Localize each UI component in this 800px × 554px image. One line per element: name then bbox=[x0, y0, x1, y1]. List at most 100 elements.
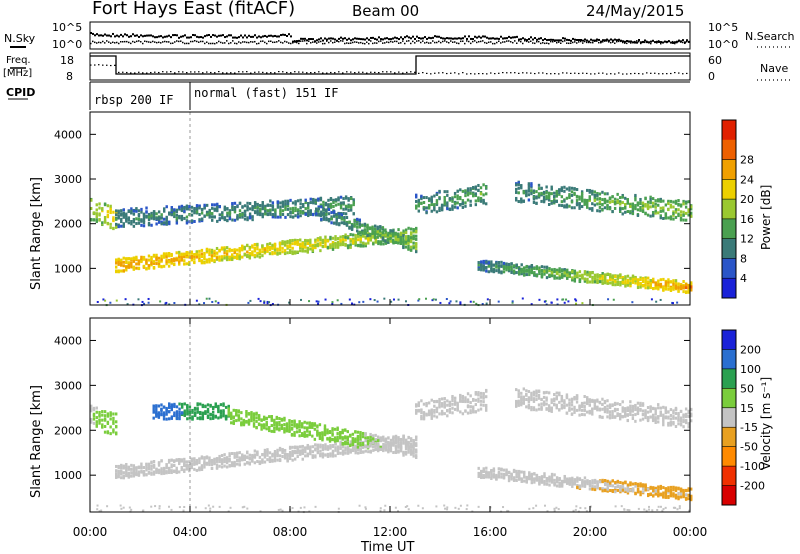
range-cell bbox=[601, 190, 604, 194]
noise-point bbox=[102, 34, 104, 37]
range-cell bbox=[613, 200, 617, 204]
range-cell bbox=[341, 428, 344, 432]
range-cell bbox=[126, 303, 129, 306]
range-cell bbox=[215, 466, 219, 470]
range-cell bbox=[246, 216, 249, 220]
noise-point bbox=[592, 39, 594, 42]
range-cell bbox=[188, 410, 192, 414]
range-cell bbox=[208, 459, 211, 463]
range-cell bbox=[135, 209, 138, 213]
range-cell bbox=[200, 465, 204, 469]
range-cell bbox=[132, 259, 136, 263]
range-cell bbox=[662, 209, 665, 213]
range-cell bbox=[210, 258, 214, 262]
range-cell bbox=[253, 249, 257, 253]
range-cell bbox=[364, 432, 367, 436]
range-cell bbox=[612, 298, 615, 301]
range-cell bbox=[152, 407, 155, 411]
range-cell bbox=[392, 298, 395, 301]
range-cell bbox=[613, 197, 617, 201]
range-cell bbox=[200, 464, 204, 468]
range-cell bbox=[188, 260, 191, 264]
range-cell bbox=[201, 414, 205, 418]
range-cell bbox=[487, 264, 491, 268]
range-cell bbox=[451, 197, 454, 201]
range-cell bbox=[326, 246, 330, 250]
range-cell bbox=[206, 403, 210, 407]
range-cell bbox=[224, 417, 228, 421]
range-cell bbox=[344, 446, 347, 450]
range-cell bbox=[626, 210, 629, 214]
range-cell bbox=[644, 196, 647, 200]
range-cell bbox=[469, 191, 472, 195]
search-noise-point bbox=[210, 42, 212, 45]
range-cell bbox=[570, 186, 574, 190]
range-cell bbox=[236, 455, 239, 459]
range-cell bbox=[284, 199, 287, 203]
noise-point bbox=[440, 36, 442, 39]
range-cell bbox=[210, 256, 214, 260]
range-cell bbox=[477, 261, 480, 265]
search-noise-point bbox=[630, 42, 632, 44]
range-cell bbox=[611, 210, 614, 214]
range-cell bbox=[200, 248, 204, 252]
range-cell bbox=[474, 185, 478, 189]
range-cell bbox=[659, 298, 662, 301]
range-cell bbox=[301, 211, 305, 215]
range-cell bbox=[352, 200, 355, 204]
range-cell bbox=[236, 248, 239, 252]
range-cell bbox=[335, 222, 338, 226]
range-cell bbox=[301, 249, 304, 253]
range-cell bbox=[178, 458, 181, 462]
range-cell bbox=[117, 472, 120, 476]
range-cell bbox=[208, 260, 211, 264]
range-cell bbox=[356, 430, 360, 434]
range-cell bbox=[173, 411, 176, 415]
range-cell bbox=[343, 221, 346, 225]
range-cell bbox=[364, 445, 367, 449]
range-cell bbox=[168, 402, 171, 406]
range-cell bbox=[125, 462, 128, 466]
search-noise-point bbox=[676, 41, 678, 44]
range-cell bbox=[674, 201, 678, 205]
frequency-panel: Freq. [MHz] 18 8 60 0 Nave bbox=[3, 52, 790, 83]
range-cell bbox=[321, 238, 325, 242]
range-cell bbox=[520, 270, 523, 274]
range-cell bbox=[291, 209, 295, 213]
range-cell bbox=[155, 470, 158, 474]
noise-point bbox=[186, 36, 188, 39]
range-cell bbox=[284, 205, 287, 209]
range-cell bbox=[262, 415, 266, 419]
noise-point bbox=[172, 34, 174, 37]
search-noise-point bbox=[328, 41, 330, 44]
search-noise-point bbox=[314, 41, 316, 43]
range-cell bbox=[90, 420, 93, 424]
range-cell bbox=[264, 207, 267, 211]
range-cell bbox=[273, 243, 277, 247]
nave-point bbox=[98, 64, 100, 66]
search-noise-point bbox=[494, 42, 496, 45]
nave-point bbox=[130, 72, 132, 74]
range-cell bbox=[621, 207, 624, 211]
range-cell bbox=[321, 448, 325, 452]
range-cell bbox=[679, 203, 683, 207]
range-cell bbox=[690, 211, 693, 215]
range-cell bbox=[220, 460, 224, 464]
range-cell bbox=[115, 258, 118, 262]
range-cell bbox=[256, 205, 259, 209]
range-cell bbox=[251, 218, 254, 222]
range-cell bbox=[391, 234, 395, 238]
range-cell bbox=[278, 446, 282, 450]
range-cell bbox=[565, 298, 568, 301]
range-cell bbox=[296, 240, 299, 244]
noise-point bbox=[334, 38, 336, 41]
range-cell bbox=[555, 271, 559, 275]
range-cell bbox=[160, 467, 163, 471]
range-cell bbox=[464, 204, 467, 208]
noise-point bbox=[552, 38, 554, 41]
nave-point bbox=[486, 73, 488, 75]
range-cell bbox=[122, 224, 125, 228]
noise-point bbox=[202, 36, 204, 39]
nave-point bbox=[298, 71, 300, 73]
range-cell bbox=[326, 445, 330, 449]
